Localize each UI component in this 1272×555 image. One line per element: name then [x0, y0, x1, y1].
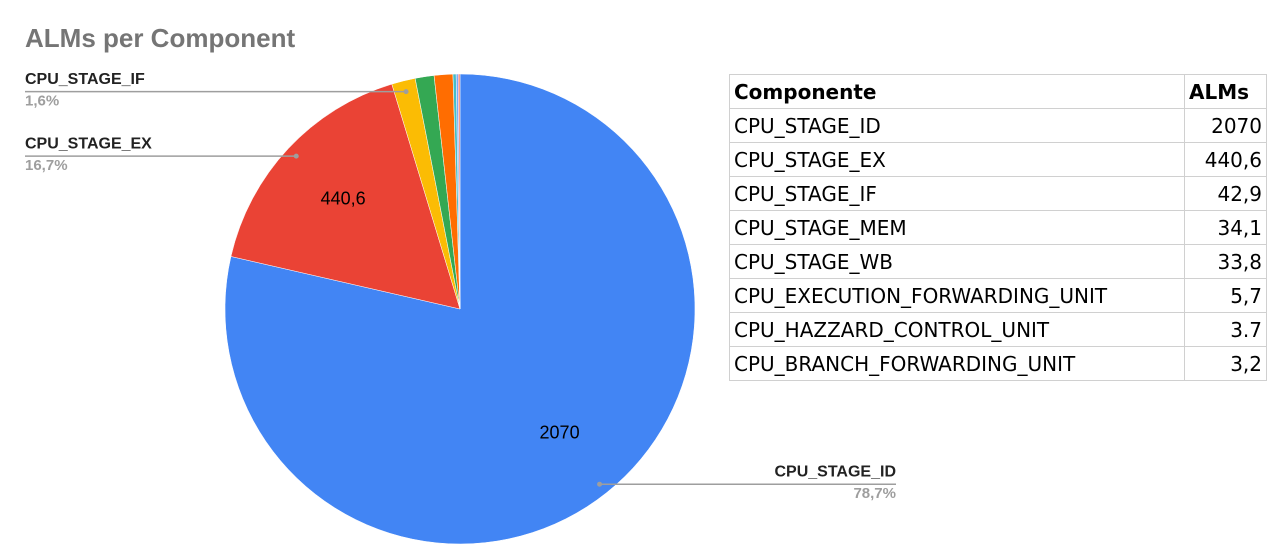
pie-slice	[457, 73, 461, 310]
table-row: CPU_EXECUTION_FORWARDING_UNIT 5,7	[729, 278, 1267, 313]
alms-cell: 3.7	[1184, 312, 1267, 347]
alms-cell: 3,2	[1184, 346, 1267, 381]
callout-label: CPU_STAGE_IF	[25, 71, 145, 88]
callout-label: CPU_STAGE_ID	[774, 463, 896, 480]
table-row: CPU_STAGE_ID 2070	[729, 108, 1267, 143]
alms-cell: 5,7	[1184, 278, 1267, 313]
header-cell: ALMs	[1184, 74, 1267, 109]
table-row: CPU_STAGE_EX 440,6	[729, 142, 1267, 177]
component-cell: CPU_STAGE_IF	[729, 176, 1185, 211]
callout-percent: 1,6%	[25, 93, 59, 110]
component-cell: CPU_STAGE_EX	[729, 142, 1185, 177]
alms-cell: 33,8	[1184, 244, 1267, 279]
table-row: CPU_STAGE_WB 33,8	[729, 244, 1267, 279]
pie-slice	[230, 83, 461, 310]
alms-cell: 42,9	[1184, 176, 1267, 211]
callout-label: CPU_STAGE_EX	[25, 135, 152, 152]
component-cell: CPU_STAGE_WB	[729, 244, 1185, 279]
component-cell: CPU_STAGE_ID	[729, 108, 1185, 143]
data-label: 2070	[540, 423, 580, 443]
callout-dot	[597, 481, 603, 487]
table-row: CPU_BRANCH_FORWARDING_UNIT 3,2	[729, 346, 1267, 381]
callout-percent: 78,7%	[853, 485, 896, 502]
data-label: 440,6	[321, 189, 366, 209]
data-table: Componente ALMs CPU_STAGE_ID 2070 CPU_STAG…	[729, 74, 1267, 381]
alms-cell: 440,6	[1184, 142, 1267, 177]
table-row: CPU_HAZZARD_CONTROL_UNIT 3.7	[729, 312, 1267, 347]
table-row: CPU_STAGE_MEM 34,1	[729, 210, 1267, 245]
component-cell: CPU_STAGE_MEM	[729, 210, 1185, 245]
alms-cell: 34,1	[1184, 210, 1267, 245]
component-cell: CPU_BRANCH_FORWARDING_UNIT	[729, 346, 1185, 381]
callout-dot	[293, 153, 299, 159]
header-cell: Componente	[729, 74, 1185, 109]
header-row: Componente ALMs	[729, 74, 1267, 109]
component-cell: CPU_EXECUTION_FORWARDING_UNIT	[729, 278, 1185, 313]
component-cell: CPU_HAZZARD_CONTROL_UNIT	[729, 312, 1185, 347]
callout-dot	[403, 89, 409, 95]
table-row: CPU_STAGE_IF 42,9	[729, 176, 1267, 211]
chart-title: ALMs per Component	[25, 23, 295, 53]
callout-percent: 16,7%	[25, 157, 68, 174]
alms-cell: 2070	[1184, 108, 1267, 143]
